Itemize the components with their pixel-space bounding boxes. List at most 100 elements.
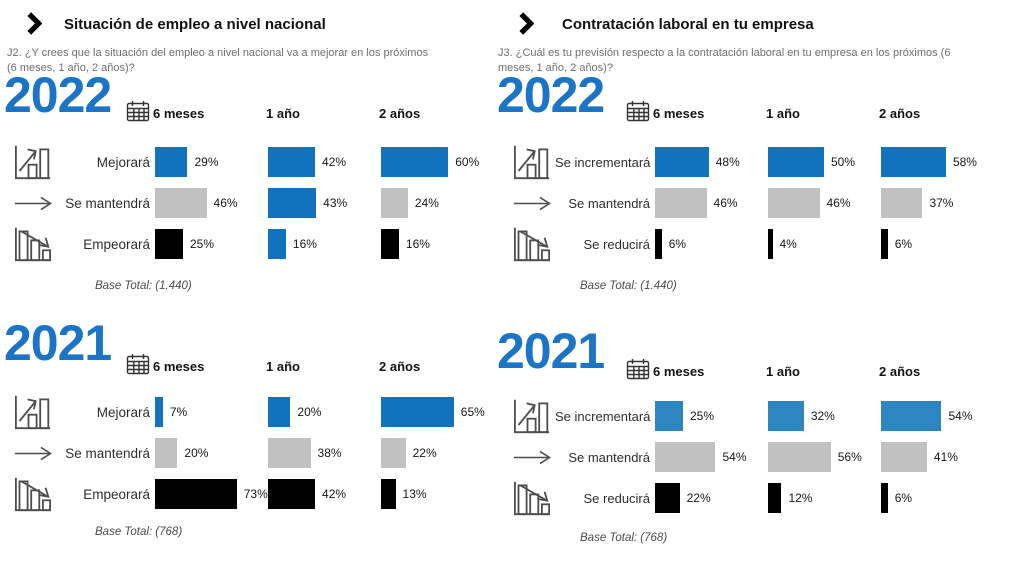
bar xyxy=(155,397,163,427)
column-header: 1 año xyxy=(766,364,800,379)
bar xyxy=(155,479,237,509)
category-label: Se mantendrá xyxy=(568,195,650,211)
column-header: 1 año xyxy=(266,106,300,121)
bar-cell: 54% xyxy=(655,442,768,472)
category-label: Mejorará xyxy=(96,154,150,170)
bar xyxy=(155,229,183,259)
bar-cell: 60% xyxy=(381,147,494,177)
bar xyxy=(768,147,824,177)
bar xyxy=(768,483,782,513)
calendar-icon xyxy=(126,100,150,122)
bar xyxy=(381,397,454,427)
question-text: J2. ¿Y crees que la situación del empleo… xyxy=(7,47,429,75)
bar xyxy=(268,479,316,509)
chart-rows: Mejorará 29% 42% 60% Se mantendrá 46% 43% 24% Em… xyxy=(14,145,494,270)
value-label: 48% xyxy=(715,155,740,169)
bar xyxy=(655,401,683,431)
value-label: 50% xyxy=(831,155,856,169)
chart-rows: Se incrementará 48% 50% 58% Se mantendrá 46% 4… xyxy=(513,145,994,270)
bar-cell: 20% xyxy=(268,397,381,427)
value-label: 56% xyxy=(837,450,862,464)
bar xyxy=(268,438,311,468)
bar xyxy=(881,147,946,177)
chart-row: Se mantendrá 46% 43% 24% xyxy=(14,188,494,218)
value-label: 16% xyxy=(292,237,317,251)
category-label: Se reducirá xyxy=(583,490,650,506)
bar xyxy=(881,229,888,259)
base-total: Base Total: (768) xyxy=(580,532,668,544)
value-label: 73% xyxy=(243,487,268,501)
bar-cell: 65% xyxy=(381,397,494,427)
bar-cell: 24% xyxy=(381,188,494,218)
bar-cell: 37% xyxy=(881,188,994,218)
value-label: 6% xyxy=(894,491,913,505)
column-header: 1 año xyxy=(266,359,300,374)
column-headers: 6 meses 1 año 2 años xyxy=(153,359,492,374)
value-label: 20% xyxy=(184,446,209,460)
base-total: Base Total: (1.440) xyxy=(95,280,192,292)
column-header: 2 años xyxy=(879,106,921,121)
arrow-right-icon xyxy=(14,196,56,211)
bar xyxy=(155,147,188,177)
column-header: 2 años xyxy=(379,106,421,121)
bar-cell: 32% xyxy=(768,401,881,431)
value-label: 54% xyxy=(948,409,973,423)
base-total: Base Total: (1.440) xyxy=(580,280,677,292)
bar xyxy=(655,188,707,218)
bar-cell: 22% xyxy=(381,438,494,468)
bar xyxy=(381,438,406,468)
base-total: Base Total: (768) xyxy=(95,526,183,538)
chart-row: Empeorará 73% 42% 13% xyxy=(14,477,494,512)
value-label: 42% xyxy=(322,155,347,169)
value-label: 65% xyxy=(460,405,485,419)
panel-company-2021: 2021 6 meses 1 año 2 años Se incrementar… xyxy=(495,310,1013,567)
value-label: 20% xyxy=(297,405,322,419)
chart-increase-icon xyxy=(513,398,555,434)
panel-company-2022: Contratación laboral en tu empresa J3. ¿… xyxy=(495,0,1013,310)
column-headers: 6 meses 1 año 2 años xyxy=(653,106,992,121)
bar-cell: 46% xyxy=(768,188,881,218)
bar-cell: 38% xyxy=(268,438,381,468)
category-label: Se mantendrá xyxy=(65,445,150,461)
bar xyxy=(655,147,709,177)
column-header: 6 meses xyxy=(653,106,705,121)
chart-row: Se reducirá 22% 12% 6% xyxy=(513,481,994,516)
category-label: Se mantendrá xyxy=(568,449,650,465)
chart-increase-icon xyxy=(14,394,56,430)
chart-row: Se mantendrá 54% 56% 41% xyxy=(513,442,994,472)
calendar-icon xyxy=(626,358,650,380)
column-header: 1 año xyxy=(766,106,800,121)
chevron-right-icon xyxy=(519,12,534,35)
value-label: 4% xyxy=(779,237,797,251)
year-label: 2021 xyxy=(497,323,605,379)
bar-cell: 46% xyxy=(655,188,768,218)
bar-cell: 22% xyxy=(655,483,768,513)
bar-cell: 6% xyxy=(881,229,994,259)
bar-cell: 48% xyxy=(655,147,768,177)
section-title: Situación de empleo a nivel nacional xyxy=(64,16,326,33)
chart-row: Se reducirá 6% 4% 6% xyxy=(513,227,994,262)
bar-cell: 41% xyxy=(881,442,994,472)
value-label: 32% xyxy=(810,409,835,423)
value-label: 54% xyxy=(722,450,747,464)
bar-cell: 43% xyxy=(268,188,381,218)
section-title: Contratación laboral en tu empresa xyxy=(562,16,814,33)
bar-cell: 6% xyxy=(655,229,768,259)
chart-decrease-icon xyxy=(14,226,56,262)
category-label: Se incrementará xyxy=(555,154,651,170)
value-label: 46% xyxy=(213,196,238,210)
value-label: 6% xyxy=(668,237,687,251)
bar xyxy=(268,397,291,427)
value-label: 60% xyxy=(455,155,480,169)
category-label: Se incrementará xyxy=(555,408,651,424)
value-label: 24% xyxy=(414,196,439,210)
bar-cell: 42% xyxy=(268,479,381,509)
value-label: 13% xyxy=(402,487,427,501)
bar xyxy=(655,442,716,472)
bar xyxy=(381,479,396,509)
column-headers: 6 meses 1 año 2 años xyxy=(653,364,992,379)
bar-cell: 16% xyxy=(381,229,494,259)
category-label: Se mantendrá xyxy=(65,195,150,211)
panel-national-2022: Situación de empleo a nivel nacional J2.… xyxy=(0,0,495,310)
